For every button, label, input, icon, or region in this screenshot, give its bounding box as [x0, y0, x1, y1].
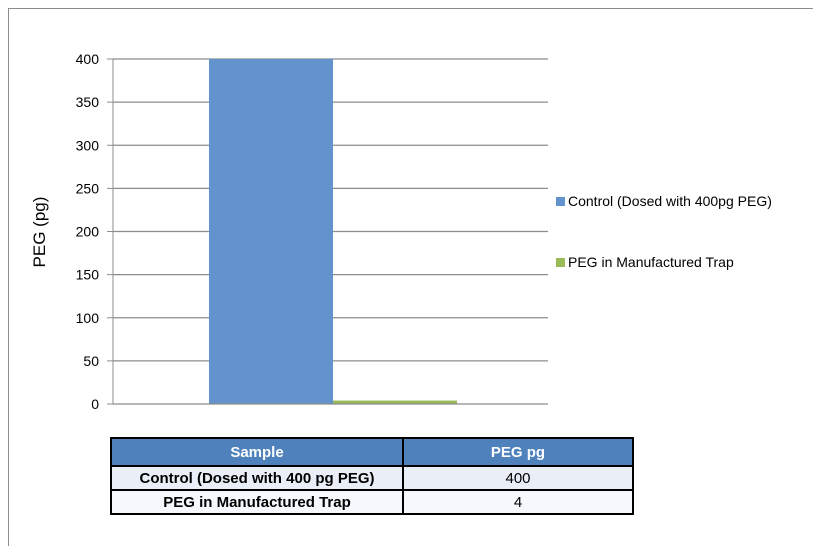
table-row: PEG in Manufactured Trap 4 — [110, 489, 634, 515]
data-table: Sample PEG pg Control (Dosed with 400 pg… — [110, 437, 634, 515]
legend-label: Control (Dosed with 400pg PEG) — [568, 193, 772, 209]
bar-chart: 0 50 100 150 200 250 300 350 400 PEG (pg) Contro… — [30, 51, 772, 412]
legend-label: PEG in Manufactured Trap — [568, 254, 734, 270]
y-tick-label: 0 — [91, 396, 99, 412]
table-cell-value: 4 — [402, 489, 634, 515]
y-tick-label: 350 — [76, 94, 100, 110]
y-tick-label: 200 — [76, 224, 100, 240]
y-tick-label: 400 — [76, 51, 100, 67]
table-cell-sample: PEG in Manufactured Trap — [110, 489, 404, 515]
legend-swatch — [556, 258, 565, 267]
y-tick-label: 50 — [83, 353, 99, 369]
table-row: Control (Dosed with 400 pg PEG) 400 — [110, 465, 634, 491]
y-axis-label: PEG (pg) — [30, 197, 49, 268]
table-header-sample: Sample — [110, 437, 404, 467]
y-tick-label: 150 — [76, 267, 100, 283]
table-cell-value: 400 — [402, 465, 634, 491]
table-header-peg: PEG pg — [402, 437, 634, 467]
legend-swatch — [556, 197, 565, 206]
bar — [333, 400, 457, 404]
bars — [209, 59, 457, 404]
table-header-row: Sample PEG pg — [110, 437, 634, 467]
legend: Control (Dosed with 400pg PEG) PEG in Man… — [556, 193, 772, 270]
chart-frame — [8, 8, 813, 546]
y-tick-label: 300 — [76, 137, 100, 153]
table-cell-sample: Control (Dosed with 400 pg PEG) — [110, 465, 404, 491]
y-tick-label: 100 — [76, 310, 100, 326]
bar — [209, 59, 333, 404]
y-axis-tick-labels: 0 50 100 150 200 250 300 350 400 — [76, 51, 100, 412]
y-tick-label: 250 — [76, 180, 100, 196]
